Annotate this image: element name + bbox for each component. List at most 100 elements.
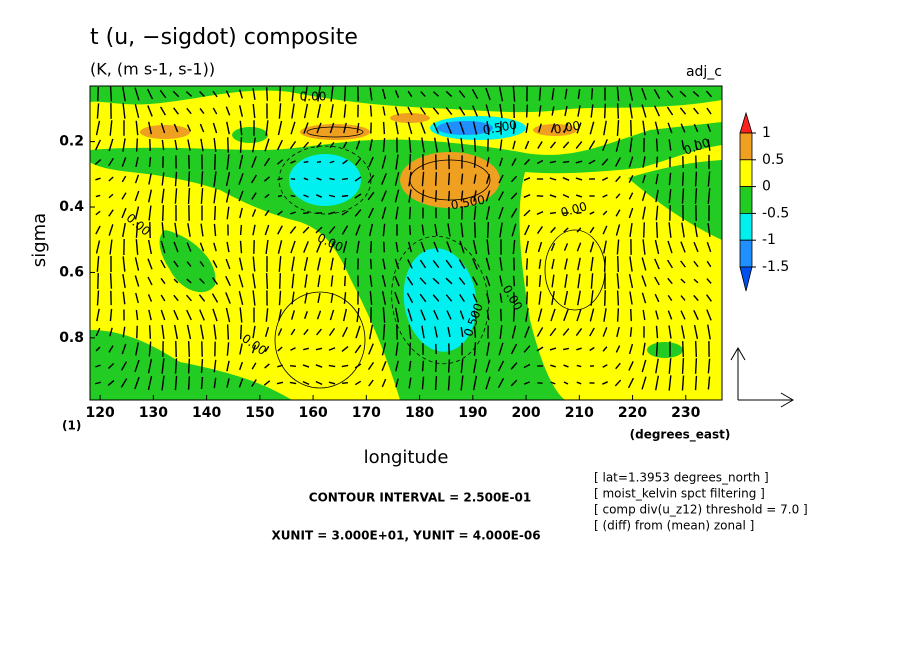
vector-arrow: [134, 275, 140, 287]
vector-arrow: [615, 138, 621, 152]
vector-arrow: [421, 137, 425, 153]
vector-arrow: [615, 175, 621, 183]
vector-arrow: [654, 258, 660, 270]
x-tick-label: 220: [618, 405, 647, 421]
vector-arrow: [434, 376, 438, 390]
vector-arrow: [342, 240, 348, 254]
vector-arrow: [629, 256, 633, 272]
vector-arrow: [395, 360, 399, 372]
vector-arrow: [211, 293, 219, 303]
colorbar-box: [739, 132, 753, 161]
vector-arrow: [681, 358, 685, 374]
vector-arrow: [655, 156, 659, 168]
vector-arrow: [291, 103, 295, 119]
vector-arrow: [642, 309, 646, 321]
vector-arrow: [394, 172, 400, 186]
vector-arrow: [460, 137, 464, 153]
vector-arrow: [408, 137, 412, 153]
vector-arrow: [147, 358, 153, 374]
vector-arrow: [576, 308, 582, 322]
vector-arrow: [173, 260, 179, 268]
vector-arrow: [277, 120, 283, 136]
vector-arrow: [563, 347, 569, 351]
vector-arrow: [109, 239, 113, 255]
vector-arrow: [186, 324, 192, 340]
vector-arrow: [629, 137, 633, 153]
vector-arrow: [238, 257, 244, 271]
colorbar-box: [739, 159, 753, 188]
vector-arrow: [96, 308, 100, 322]
vector-arrow: [538, 105, 542, 117]
vector-arrow: [589, 226, 595, 234]
vector-arrow: [694, 375, 698, 391]
vector-arrow: [341, 210, 349, 216]
vector-arrow: [303, 241, 309, 253]
vector-arrow: [473, 342, 477, 356]
vector-arrow: [549, 160, 557, 164]
vector-arrow: [161, 188, 165, 204]
vector-arrow: [538, 123, 542, 133]
vector-arrow: [630, 308, 632, 322]
vector-arrow: [589, 346, 595, 352]
vector-arrow: [107, 363, 115, 369]
vector-arrow: [421, 224, 425, 236]
vector-arrow: [252, 290, 256, 306]
vector-arrow: [408, 360, 412, 372]
vector-arrow: [108, 345, 114, 353]
vector-arrow: [161, 205, 165, 221]
vector-arrow: [486, 121, 490, 135]
vector-arrow: [173, 324, 179, 340]
vector-arrow: [382, 106, 386, 116]
vector-arrow: [356, 240, 360, 254]
vector-arrow: [407, 106, 413, 116]
vector-arrow: [278, 103, 282, 119]
vector-arrow: [213, 359, 217, 373]
vector-arrow: [576, 211, 582, 215]
vector-arrow: [394, 90, 400, 98]
vector-arrow: [303, 141, 309, 149]
vector-arrow: [135, 222, 139, 238]
vector-arrow: [161, 222, 165, 238]
vector-arrow: [408, 206, 412, 220]
vector-arrow: [343, 86, 347, 102]
vector-arrow: [147, 375, 153, 391]
vector-arrow: [473, 310, 477, 320]
vector-arrow: [693, 107, 699, 115]
vector-arrow: [590, 290, 594, 306]
vector-arrow: [226, 324, 230, 340]
x-tick-label: 120: [85, 405, 114, 421]
vector-arrow: [603, 308, 607, 322]
vector-arrow: [551, 106, 555, 116]
vector-arrow: [602, 210, 608, 216]
vector-arrow: [681, 341, 685, 357]
vector-arrow: [433, 241, 439, 253]
vector-arrow: [446, 122, 452, 134]
vector-arrow: [122, 326, 126, 338]
vector-arrow: [603, 103, 607, 119]
vector-arrow: [368, 324, 374, 340]
vector-arrow: [159, 89, 167, 99]
vector-arrow: [551, 88, 555, 100]
vector-arrow: [381, 155, 387, 169]
vector-arrow: [406, 276, 414, 286]
vector-arrow: [562, 177, 570, 181]
vector-arrow: [458, 106, 466, 116]
vector-arrow: [291, 86, 295, 102]
vector-arrow: [316, 122, 322, 134]
vector-arrow: [290, 328, 296, 336]
vector-arrow: [277, 177, 283, 181]
vector-arrow: [173, 278, 179, 284]
vector-arrow: [524, 140, 530, 150]
vector-arrow: [212, 260, 218, 268]
vector-arrow: [694, 171, 698, 187]
vector-arrow: [213, 205, 217, 221]
vector-arrow: [510, 175, 518, 183]
vector-arrow: [329, 309, 335, 321]
vector-arrow: [173, 107, 179, 115]
vector-arrow: [538, 259, 542, 269]
vector-arrow: [538, 275, 542, 287]
vector-arrow: [706, 241, 712, 253]
vector-arrow: [264, 176, 270, 182]
vector-arrow: [95, 120, 101, 136]
vector-arrow: [95, 225, 101, 235]
